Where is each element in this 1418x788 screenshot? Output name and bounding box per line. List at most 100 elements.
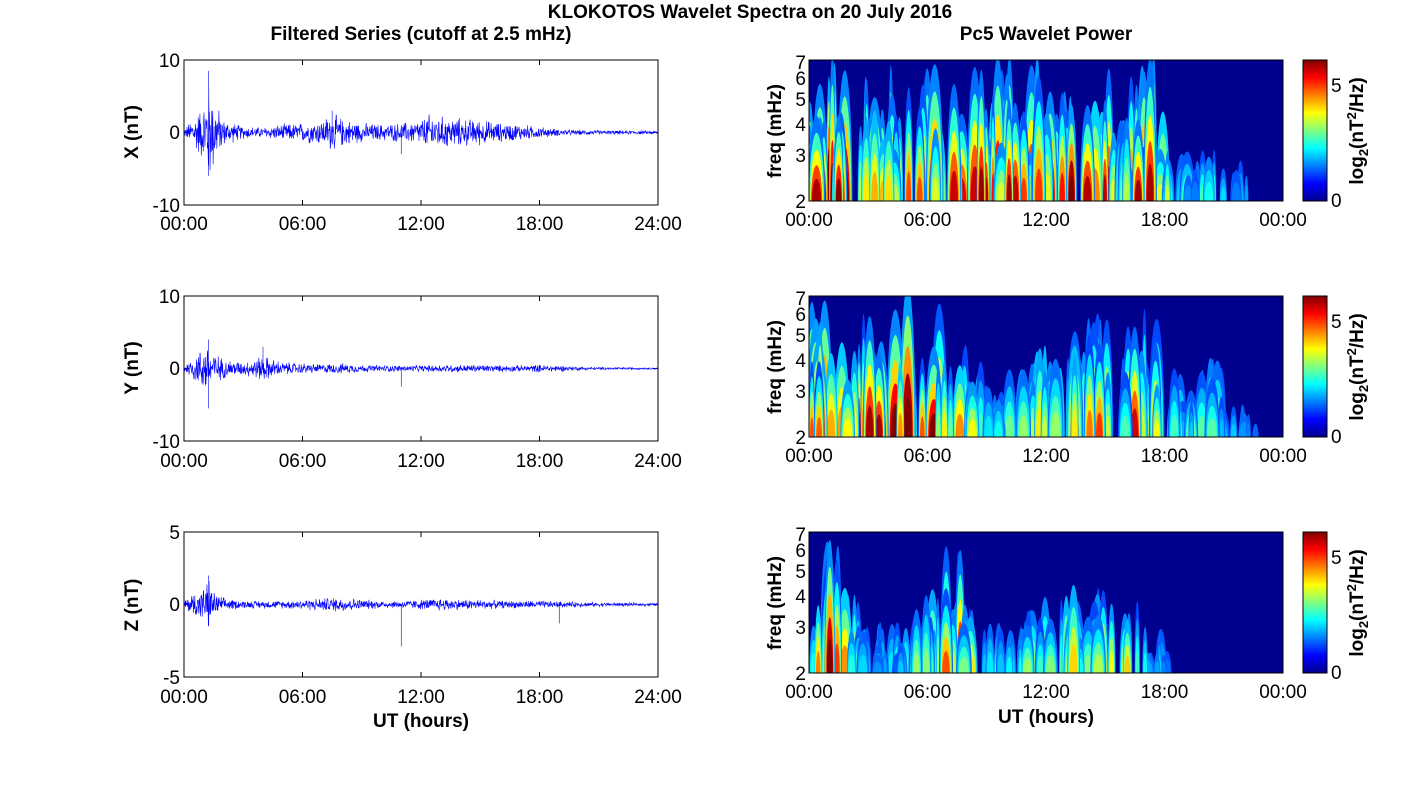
power-burst <box>920 416 925 437</box>
power-burst <box>1037 655 1044 673</box>
x-wavelet-ytick-5: 5 <box>795 90 806 111</box>
y-wavelet-panel: freq (mHz) 7 6 5 4 3 2 00:00 06:00 12:00… <box>765 289 1371 467</box>
z-series-line <box>183 575 659 647</box>
power-burst <box>816 651 821 673</box>
y-series-y-label: Y (nT) <box>122 341 143 394</box>
cb-label-part: (nT <box>1347 355 1368 385</box>
figure-title: KLOKOTOS Wavelet Spectra on 20 July 2016 <box>548 2 952 23</box>
y-wavelet-ytick-6: 6 <box>795 305 806 326</box>
cb-label-part: (nT <box>1347 591 1368 621</box>
z-series-xtick-0: 00:00 <box>160 687 208 708</box>
power-burst <box>1020 177 1027 201</box>
y-wavelet-colorbar <box>1302 295 1328 438</box>
power-burst <box>936 413 941 437</box>
power-burst <box>863 173 870 201</box>
y-series-ytick-bot: -10 <box>153 432 180 453</box>
subscript-2: 2 <box>1356 149 1371 156</box>
x-series-xtick-3: 18:00 <box>516 214 564 235</box>
x-wavelet-ytick-7: 7 <box>795 53 806 74</box>
power-burst <box>932 177 939 201</box>
power-burst <box>873 661 883 673</box>
power-burst <box>1023 657 1032 673</box>
y-series-ytick-mid: 0 <box>169 359 180 380</box>
power-burst <box>1135 649 1139 673</box>
x-wavelet-panel: freq (mHz) 7 6 5 4 3 2 00:00 06:00 12:00… <box>765 53 1371 231</box>
x-wavelet-ytick-3: 3 <box>795 146 806 167</box>
z-wavelet-cb-tick-0: 0 <box>1331 663 1342 684</box>
power-burst <box>996 182 1007 201</box>
z-wavelet-panel: freq (mHz) 7 6 5 4 3 2 00:00 06:00 12:00… <box>765 525 1371 728</box>
power-burst <box>1018 415 1029 437</box>
z-series-panel: Z (nT) 5 0 -5 00:00 06:00 12:00 18:00 24… <box>122 523 682 732</box>
z-wavelet-ytick-4: 4 <box>795 587 806 608</box>
z-wavelet-axes-box <box>808 531 1284 674</box>
z-wavelet-cb-tick-5: 5 <box>1331 548 1342 569</box>
power-burst <box>1154 661 1160 673</box>
z-series-ytick-bot: -5 <box>163 668 180 689</box>
power-burst <box>1170 414 1179 437</box>
power-burst <box>1086 410 1093 437</box>
superscript-2: 2 <box>1344 348 1359 355</box>
power-burst <box>1134 179 1142 201</box>
z-wavelet-xtick-0: 00:00 <box>785 682 833 703</box>
y-wavelet-ytick-5: 5 <box>795 326 806 347</box>
power-burst <box>1154 419 1160 437</box>
x-series-ytick-bot: -10 <box>153 196 180 217</box>
x-series-panel: X (nT) 10 0 -10 00:00 06:00 12:00 18:00 … <box>122 51 682 235</box>
power-burst <box>906 171 912 201</box>
power-burst <box>1143 652 1148 673</box>
power-burst <box>1252 423 1259 437</box>
power-burst <box>1184 184 1193 201</box>
power-burst <box>1191 181 1200 201</box>
cb-label-part-2: /Hz) <box>1347 313 1368 348</box>
power-burst <box>1042 415 1048 437</box>
power-burst <box>1124 655 1131 673</box>
power-burst <box>897 412 903 437</box>
subscript-2: 2 <box>1356 621 1371 628</box>
y-wavelet-cb-tick-0: 0 <box>1331 427 1342 448</box>
power-burst <box>897 660 904 673</box>
power-burst <box>968 419 977 437</box>
x-wavelet-yticks: 7 6 5 4 3 2 <box>795 53 806 213</box>
power-burst <box>848 654 855 673</box>
power-burst <box>1231 181 1241 201</box>
power-burst <box>1083 176 1092 201</box>
power-burst <box>843 418 853 437</box>
power-burst <box>1012 175 1019 201</box>
power-burst <box>1105 415 1111 437</box>
y-wavelet-ytick-7: 7 <box>795 289 806 310</box>
z-wavelet-y-label: freq (mHz) <box>765 556 786 650</box>
power-burst <box>948 414 953 437</box>
power-burst <box>959 656 969 673</box>
superscript-2: 2 <box>1344 112 1359 119</box>
y-wavelet-xtick-0: 00:00 <box>785 446 833 467</box>
power-burst <box>1120 415 1130 437</box>
cb-label-part-2: /Hz) <box>1347 549 1368 584</box>
z-wavelet-colorbar-label: log2(nT2/Hz) <box>1344 549 1371 656</box>
z-wavelet-ytick-6: 6 <box>795 541 806 562</box>
power-burst <box>1196 415 1207 437</box>
x-wavelet-ytick-4: 4 <box>795 115 806 136</box>
x-wavelet-cb-tick-0: 0 <box>1331 191 1342 212</box>
y-wavelet-ytick-2: 2 <box>795 428 806 449</box>
power-burst <box>903 397 912 437</box>
z-wavelet-ytick-3: 3 <box>795 618 806 639</box>
x-series-xtick-1: 06:00 <box>279 214 327 235</box>
y-wavelet-yticks: 7 6 5 4 3 2 <box>795 289 806 449</box>
z-series-ytick-top: 5 <box>169 523 180 544</box>
x-wavelet-xtick-0: 00:00 <box>785 210 833 231</box>
x-wavelet-y-label: freq (mHz) <box>765 84 786 178</box>
y-wavelet-axes-box <box>808 295 1284 438</box>
x-wavelet-xtick-3: 18:00 <box>1141 210 1189 231</box>
power-burst <box>936 648 940 673</box>
y-wavelet-xtick-4: 00:00 <box>1259 446 1307 467</box>
power-burst <box>986 651 994 673</box>
power-burst <box>1050 411 1061 437</box>
power-burst <box>916 176 923 201</box>
y-series-xtick-4: 24:00 <box>634 451 682 472</box>
power-burst <box>955 413 965 437</box>
power-burst <box>982 654 987 673</box>
cb-label-part-2: /Hz) <box>1347 77 1368 112</box>
power-burst <box>816 417 822 437</box>
x-wavelet-ytick-2: 2 <box>795 192 806 213</box>
